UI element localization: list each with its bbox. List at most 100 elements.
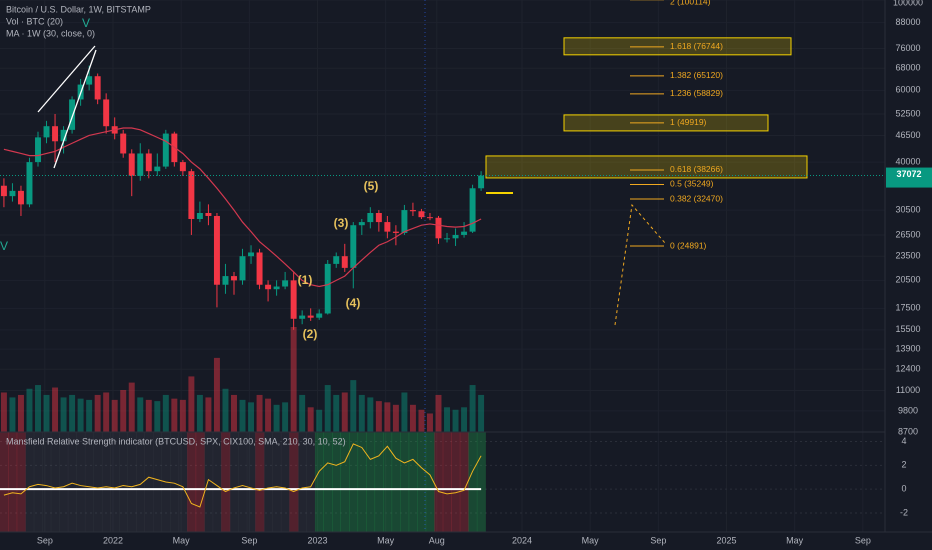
wave-label: (1)	[298, 273, 313, 287]
volume-bar	[0, 392, 7, 432]
indicator-band	[425, 432, 435, 532]
indicator-band	[246, 432, 256, 532]
indicator-band	[323, 432, 333, 532]
indicator-band	[417, 432, 427, 532]
y-tick-label: 0	[901, 484, 906, 494]
candle-body	[478, 175, 485, 189]
volume-bar	[239, 399, 246, 432]
y-tick-label: 13900	[895, 343, 920, 353]
volume-bar	[265, 398, 272, 432]
indicator-band	[101, 432, 111, 532]
indicator-band	[442, 432, 452, 532]
volume-bar	[77, 398, 84, 432]
fib-label: 0.5 (35249)	[670, 179, 714, 189]
indicator-band	[459, 432, 469, 532]
x-tick-label: 2025	[716, 535, 736, 545]
legend-entry: Vol · BTC (20)	[6, 16, 63, 26]
volume-bar	[103, 392, 110, 432]
candle-body	[94, 76, 101, 100]
indicator-band	[357, 432, 367, 532]
volume-bar	[222, 388, 229, 432]
indicator-band	[229, 432, 239, 532]
candle-body	[290, 280, 297, 319]
y-tick-label: 52500	[895, 108, 920, 118]
volume-bar	[307, 407, 314, 432]
volume-bar	[392, 404, 399, 432]
indicator-band	[476, 432, 486, 532]
volume-bar	[350, 380, 357, 432]
candle-body	[9, 190, 16, 197]
volume-layer	[0, 327, 485, 432]
candle-body	[469, 188, 476, 232]
fib-label: 0.382 (32470)	[670, 193, 723, 203]
indicator-band	[33, 432, 43, 532]
candle-body	[273, 286, 280, 290]
fib-label: 0 (24891)	[670, 240, 707, 250]
candle-body	[213, 215, 220, 285]
volume-bar	[69, 394, 76, 432]
fib-label: 1 (49919)	[670, 117, 707, 127]
volume-bar	[52, 387, 59, 432]
candle-body	[265, 284, 272, 290]
candle-body	[162, 133, 169, 167]
indicator-band	[391, 432, 401, 532]
indicator-band	[400, 432, 410, 532]
candle-body	[103, 99, 110, 127]
volume-bar	[273, 404, 280, 432]
indicator-band	[153, 432, 163, 532]
indicator-band	[451, 432, 461, 532]
y-tick-label: 11000	[896, 385, 920, 395]
candle-body	[333, 256, 340, 264]
candle-body	[418, 211, 425, 218]
indicator-line	[3, 443, 482, 508]
indicator-band	[25, 432, 35, 532]
candle-body	[137, 153, 144, 176]
volume-bar	[17, 394, 24, 432]
volume-bar	[248, 402, 255, 432]
candle-body	[205, 213, 212, 216]
volume-bar	[231, 394, 237, 432]
volume-bar	[43, 394, 50, 432]
y-tick-label: 23500	[895, 251, 920, 261]
volume-bar	[324, 385, 331, 432]
volume-bar	[26, 388, 33, 432]
volume-bar	[256, 394, 263, 432]
price-layer	[0, 65, 485, 330]
volume-bar	[128, 382, 135, 432]
candle-body	[316, 313, 323, 318]
volume-bar	[461, 407, 468, 432]
indicator-band	[349, 432, 359, 532]
candle-body	[299, 315, 306, 319]
volume-bar	[137, 397, 144, 432]
volume-bar	[282, 402, 289, 432]
volume-bar	[171, 398, 178, 432]
y-tick-label: 40000	[895, 156, 920, 166]
indicator-band	[468, 432, 478, 532]
indicator-band	[67, 432, 77, 532]
y-tick-label: 2	[901, 460, 906, 470]
volume-bar	[162, 394, 169, 432]
volume-bar	[478, 394, 485, 432]
candle-body	[324, 263, 331, 314]
y-tick-label: 9800	[898, 405, 918, 415]
candle-body	[231, 276, 237, 281]
volume-bar	[35, 385, 41, 432]
x-tick-label: 2023	[307, 535, 327, 545]
fib-label: 1.236 (58829)	[670, 88, 723, 98]
volume-bar	[341, 392, 348, 432]
volume-bar	[86, 399, 93, 432]
candle-body	[154, 166, 161, 172]
candle-body	[17, 190, 24, 205]
volume-bar	[145, 399, 152, 432]
candle-body	[86, 76, 93, 85]
candle-body	[375, 213, 382, 223]
candle-body	[26, 162, 33, 205]
ma-line	[3, 127, 482, 288]
candle-body	[69, 99, 76, 130]
volume-bar	[333, 394, 340, 432]
indicator-band	[366, 432, 376, 532]
x-tick-label: 2024	[512, 535, 532, 545]
indicator-band	[263, 432, 273, 532]
volume-bar	[409, 404, 416, 432]
